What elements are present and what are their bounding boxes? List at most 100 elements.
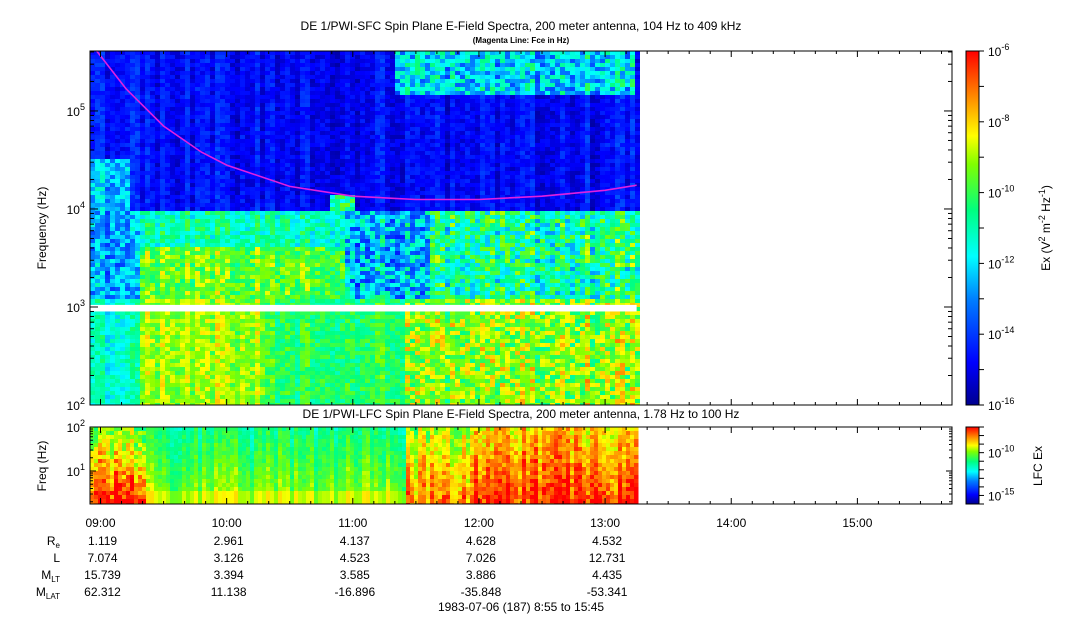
top-spectrogram-cell [130, 267, 136, 272]
top-spectrogram-cell [355, 367, 361, 372]
top-spectrogram-cell [95, 99, 101, 104]
top-spectrogram-cell [250, 175, 256, 180]
top-spectrogram-cell [140, 131, 146, 136]
top-spectrogram-cell [115, 63, 121, 68]
top-spectrogram-cell [190, 231, 196, 236]
top-spectrogram-cell [165, 183, 171, 188]
top-spectrogram-cell [170, 223, 176, 228]
top-spectrogram-cell [115, 167, 121, 172]
top-spectrogram-cell [240, 87, 246, 92]
top-spectrogram-cell [350, 243, 356, 248]
top-spectrogram-cell [105, 187, 111, 192]
top-spectrogram-cell [295, 363, 301, 368]
top-spectrogram-cell [320, 295, 326, 300]
top-spectrogram-cell [210, 267, 216, 272]
top-spectrogram-cell [115, 335, 121, 340]
top-spectrogram-cell [250, 63, 256, 68]
top-spectrogram-cell [160, 223, 166, 228]
top-spectrogram-cell [320, 247, 326, 252]
top-spectrogram-cell [310, 351, 316, 356]
top-spectrogram-cell [345, 107, 351, 112]
top-spectrogram-cell [175, 179, 181, 184]
top-spectrogram-cell [230, 215, 236, 220]
top-spectrogram-cell [135, 235, 141, 240]
top-spectrogram-cell [300, 255, 306, 260]
top-spectrogram-cell [105, 139, 111, 144]
top-spectrogram-cell [265, 223, 271, 228]
top-spectrogram-cell [215, 163, 221, 168]
top-spectrogram-cell [360, 287, 366, 292]
top-spectrogram-cell [305, 63, 311, 68]
top-spectrogram-cell [215, 147, 221, 152]
top-spectrogram-cell [335, 323, 341, 328]
top-spectrogram-cell [295, 275, 301, 280]
top-spectrogram-cell [200, 375, 206, 380]
top-spectrogram-cell [355, 199, 361, 204]
top-spectrogram-cell [140, 179, 146, 184]
top-spectrogram-cell [120, 143, 126, 148]
top-spectrogram-cell [285, 187, 291, 192]
top-spectrogram-cell [275, 163, 281, 168]
top-spectrogram-cell [305, 207, 311, 212]
top-spectrogram-cell [110, 315, 116, 320]
top-spectrogram-cell [300, 211, 306, 216]
top-spectrogram-cell [360, 227, 366, 232]
top-spectrogram-cell [260, 115, 266, 120]
top-spectrogram-cell [200, 159, 206, 164]
top-spectrogram-cell [180, 375, 186, 380]
top-spectrogram-cell [255, 383, 261, 388]
top-spectrogram-cell [335, 319, 341, 324]
top-spectrogram-cell [150, 163, 156, 168]
top-spectrogram-cell [170, 331, 176, 336]
top-spectrogram-cell [180, 235, 186, 240]
top-spectrogram-cell [255, 347, 261, 352]
top-spectrogram-cell [290, 355, 296, 360]
top-spectrogram-cell [310, 259, 316, 264]
top-spectrogram-cell [135, 295, 141, 300]
top-spectrogram-cell [180, 63, 186, 68]
top-spectrogram-cell [170, 323, 176, 328]
top-spectrogram-cell [180, 147, 186, 152]
top-spectrogram-cell [90, 75, 96, 80]
top-spectrogram-cell [110, 271, 116, 276]
top-spectrogram-cell [115, 139, 121, 144]
top-spectrogram-cell [125, 259, 131, 264]
top-spectrogram-cell [185, 103, 191, 108]
top-spectrogram-cell [250, 71, 256, 76]
top-spectrogram-cell [100, 55, 106, 60]
top-spectrogram-cell [240, 67, 246, 72]
top-spectrogram-cell [150, 311, 156, 316]
top-spectrogram-cell [310, 267, 316, 272]
top-spectrogram-cell [190, 379, 196, 384]
top-spectrogram-cell [115, 91, 121, 96]
top-spectrogram-cell [250, 155, 256, 160]
top-spectrogram-cell [110, 379, 116, 384]
top-spectrogram-cell [260, 339, 266, 344]
top-spectrogram-cell [280, 71, 286, 76]
top-spectrogram-cell [280, 191, 286, 196]
top-spectrogram-cell [210, 107, 216, 112]
top-spectrogram-cell [215, 267, 221, 272]
top-spectrogram-cell [290, 255, 296, 260]
top-spectrogram-cell [120, 119, 126, 124]
top-spectrogram-cell [105, 339, 111, 344]
top-spectrogram-cell [280, 139, 286, 144]
top-spectrogram-cell [290, 223, 296, 228]
top-spectrogram-cell [155, 315, 161, 320]
top-spectrogram-cell [350, 139, 356, 144]
top-spectrogram-cell [340, 131, 346, 136]
top-spectrogram-cell [90, 63, 96, 68]
top-spectrogram-cell [165, 83, 171, 88]
top-spectrogram-cell [230, 311, 236, 316]
top-spectrogram-cell [360, 367, 366, 372]
top-spectrogram-cell [355, 219, 361, 224]
top-spectrogram-cell [295, 343, 301, 348]
top-spectrogram-cell [145, 347, 151, 352]
top-spectrogram-cell [190, 67, 196, 72]
top-spectrogram-cell [360, 383, 366, 388]
top-spectrogram-cell [295, 151, 301, 156]
top-spectrogram-cell [125, 399, 131, 404]
top-spectrogram-cell [95, 215, 101, 220]
top-spectrogram-cell [220, 235, 226, 240]
top-spectrogram-cell [200, 391, 206, 396]
